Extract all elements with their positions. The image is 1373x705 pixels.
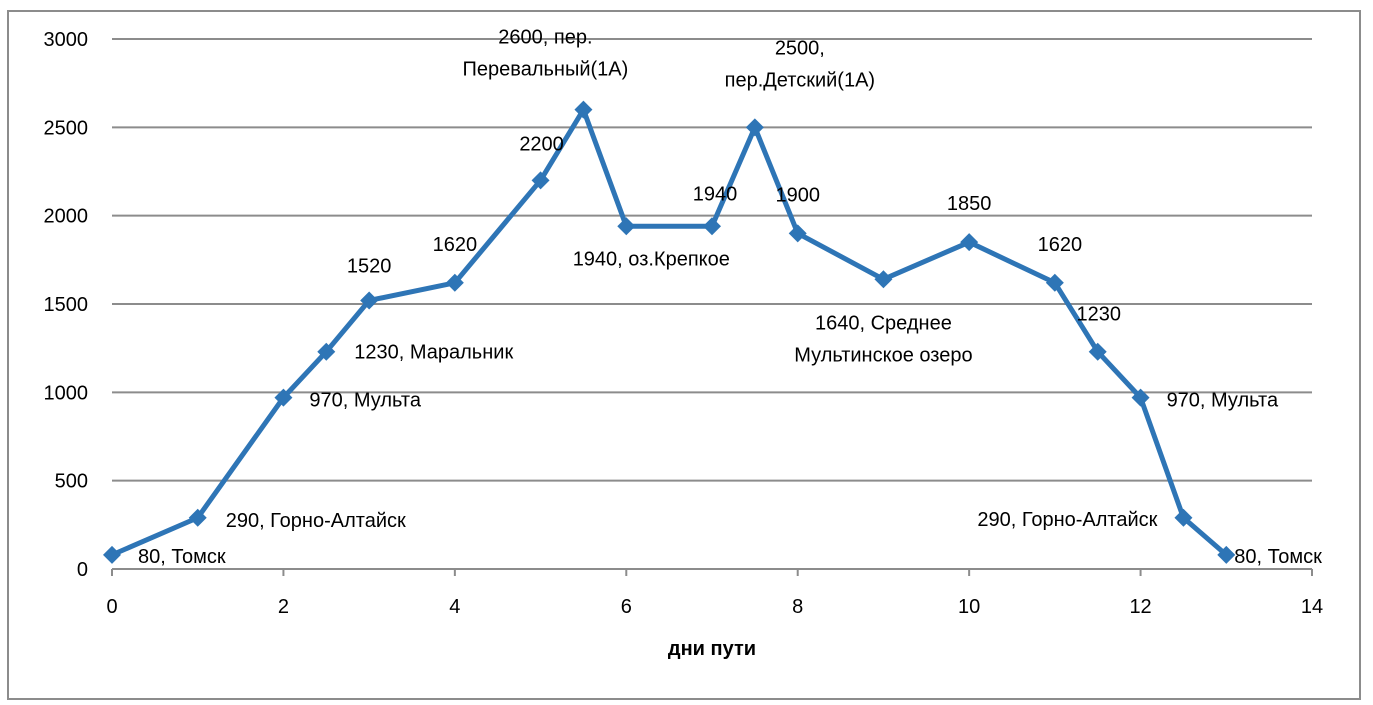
data-point-marker	[745, 118, 764, 137]
data-label: 1230, Маральник	[354, 342, 513, 364]
series-line-layer	[111, 107, 1228, 558]
data-point-marker	[1174, 508, 1193, 527]
data-point-marker	[103, 545, 121, 564]
data-point-marker	[274, 388, 293, 407]
data-label-line: пер.Детский(1А)	[725, 69, 875, 91]
data-label: 80, Томск	[138, 546, 226, 568]
data-point-marker	[874, 270, 893, 289]
data-label: 290, Горно-Алтайск	[226, 510, 406, 532]
data-label: 1940	[693, 183, 738, 205]
y-tick-label: 2500	[44, 117, 89, 139]
x-tick-label: 6	[621, 596, 632, 618]
data-label: 1850	[947, 193, 992, 215]
data-label: 80, Томск	[1234, 546, 1322, 568]
data-label: 2600, пер. Перевальный(1А)	[463, 27, 629, 81]
data-point-marker	[188, 508, 207, 527]
data-label: 1520	[347, 255, 392, 277]
data-point-marker	[445, 273, 464, 292]
elevation-series-line	[111, 107, 1228, 558]
data-point-marker	[788, 224, 807, 243]
chart-frame	[7, 10, 1361, 700]
data-label-line: 2600, пер.	[498, 27, 592, 49]
x-tick-label: 4	[449, 596, 460, 618]
y-tick-label: 2000	[44, 206, 89, 228]
y-tick-label: 500	[55, 471, 88, 493]
y-tick-label: 0	[77, 559, 88, 581]
data-point-marker	[703, 217, 721, 236]
data-point-marker	[1131, 388, 1150, 407]
data-label: 2500, пер.Детский(1А)	[725, 37, 875, 91]
y-tick-label: 1000	[44, 382, 89, 404]
data-label: 1900	[775, 184, 820, 206]
y-tick-label: 1500	[44, 294, 89, 316]
data-label-line: 1640, Среднее	[815, 312, 952, 334]
axes: 0 500 1000 1500 2000 2500 3000 0 2 4 6 8 10 12 14	[44, 29, 1324, 618]
data-label: 1640, Среднее Мультинское озеро	[794, 312, 972, 366]
data-label-line: 2500,	[775, 37, 825, 59]
data-label-line: Перевальный(1А)	[463, 59, 629, 81]
data-label: 1940, оз.Крепкое	[573, 248, 730, 270]
gridlines	[112, 38, 1312, 482]
x-tick-label: 0	[106, 596, 117, 618]
data-point-marker	[1088, 342, 1107, 361]
data-point-marker	[617, 217, 636, 236]
x-tick-label: 8	[792, 596, 803, 618]
x-tick-label: 2	[278, 596, 289, 618]
data-label: 1230	[1076, 304, 1121, 326]
data-label: 290, Горно-Алтайск	[977, 509, 1157, 531]
x-tick-label: 14	[1301, 596, 1323, 618]
data-point-marker	[531, 171, 550, 190]
data-label: 970, Мульта	[309, 390, 421, 412]
x-tick-label: 12	[1129, 596, 1151, 618]
data-point-marker	[317, 342, 336, 361]
data-point-marker	[1045, 273, 1064, 292]
data-label-line: Мультинское озеро	[794, 344, 972, 366]
data-point-marker	[960, 233, 979, 252]
data-label: 2200	[519, 133, 564, 155]
data-label: 1620	[1038, 234, 1083, 256]
data-label: 970, Мульта	[1167, 390, 1279, 412]
x-tick-label: 10	[958, 596, 980, 618]
data-point-marker	[360, 291, 379, 310]
data-label: 1620	[433, 234, 478, 256]
y-tick-label: 3000	[44, 29, 89, 51]
data-point-marker	[1217, 545, 1236, 564]
data-point-marker	[574, 100, 593, 119]
x-axis-title: дни пути	[668, 638, 756, 660]
markers	[103, 100, 1236, 564]
